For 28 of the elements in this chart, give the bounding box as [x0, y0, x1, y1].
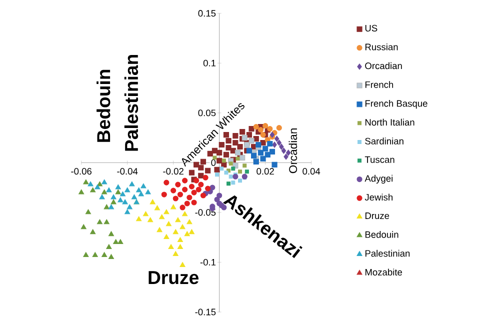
x-tick-label: 0.04: [302, 168, 320, 175]
annotation: Orcadian: [288, 128, 298, 174]
y-tick-label: 0.1: [203, 60, 216, 66]
legend-label: Bedouin: [365, 231, 398, 238]
annotation: Bedouin: [96, 70, 110, 142]
x-tick-label: -0.04: [117, 168, 138, 175]
x-tick-label: -0.02: [163, 168, 184, 175]
x-tick-label: 0.02: [256, 168, 274, 175]
legend-label: Palestinian: [365, 250, 410, 257]
legend-label: Druze: [365, 212, 390, 220]
legend-label: French Basque: [365, 100, 428, 109]
legend-label: Mozabite: [365, 268, 402, 276]
annotation: Druze: [148, 271, 199, 284]
legend-label: Sardinian: [365, 138, 404, 144]
legend-label: Jewish: [364, 194, 393, 201]
y-tick-label: 0.15: [198, 10, 216, 17]
y-tick-label: -0.15: [195, 308, 216, 316]
legend-label: Tuscan: [364, 156, 394, 163]
x-tick-label: -0.06: [71, 168, 92, 175]
y-tick-label: -0.1: [200, 258, 216, 266]
legend-label: French: [365, 81, 394, 88]
annotation: Palestinian: [124, 54, 138, 151]
legend-label: North Italian: [365, 118, 414, 126]
legend-label: Orcadian: [365, 62, 402, 70]
y-tick-label: 0.05: [198, 110, 216, 116]
legend-label: US: [365, 24, 378, 32]
legend-label: Russian: [365, 43, 398, 50]
legend-label: Adygei: [364, 174, 392, 184]
